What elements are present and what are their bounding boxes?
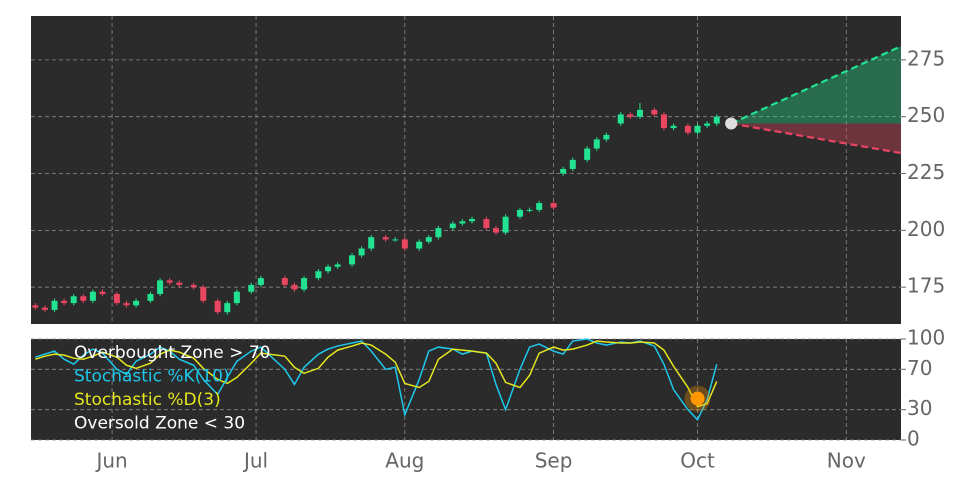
candle-body xyxy=(32,305,39,308)
candle-body xyxy=(80,296,87,301)
forecast-line xyxy=(730,45,902,125)
candle-body xyxy=(358,248,365,256)
candle-body xyxy=(560,168,567,174)
candle-body xyxy=(281,278,288,285)
candle-body xyxy=(401,239,408,249)
candle-body xyxy=(617,114,624,124)
candle-body xyxy=(51,300,58,310)
candle-body xyxy=(301,278,308,290)
x-tick-label: Aug xyxy=(385,449,424,473)
candle-body xyxy=(200,287,207,301)
candle-body xyxy=(166,280,173,283)
candle-body xyxy=(627,114,634,117)
candle-body xyxy=(224,303,231,313)
price-panel xyxy=(31,16,901,324)
candle-body xyxy=(651,109,658,115)
candle-body xyxy=(694,125,701,133)
y-tick-label: 100 xyxy=(907,326,945,350)
line xyxy=(35,340,718,408)
candle-body xyxy=(123,303,130,306)
candle-body xyxy=(593,139,600,149)
forecast-start xyxy=(725,117,738,130)
x-tick-label: Nov xyxy=(827,449,866,473)
candle-body xyxy=(89,291,96,301)
candle-body xyxy=(70,296,77,304)
candle-body xyxy=(636,109,643,117)
x-tick-label: Oct xyxy=(680,449,715,473)
candle-body xyxy=(61,300,68,304)
y-tick-label: 250 xyxy=(907,103,945,127)
candle-body xyxy=(526,209,533,211)
candle-body xyxy=(248,284,255,292)
forecast-line xyxy=(730,122,902,155)
y-tick-label: 225 xyxy=(907,160,945,184)
candle-body xyxy=(113,293,120,304)
candle-body xyxy=(492,228,499,233)
legend-entry: Stochastic %D(3) xyxy=(74,390,221,410)
candle-body xyxy=(435,228,442,238)
candle-body xyxy=(468,218,475,222)
y-tick-label: 70 xyxy=(907,356,932,380)
y-tick-label: 0 xyxy=(907,427,920,451)
candle-body xyxy=(416,241,423,249)
candle-body xyxy=(660,114,667,129)
candle-body xyxy=(147,293,154,301)
candle-body xyxy=(392,239,399,241)
candle-body xyxy=(425,237,432,242)
candle-body xyxy=(704,123,711,126)
candle-body xyxy=(536,203,543,210)
candle-body xyxy=(670,125,677,129)
candle-body xyxy=(99,291,106,294)
legend-entry: Stochastic %K(10) xyxy=(74,367,230,387)
candle-body xyxy=(157,280,164,294)
candle-body xyxy=(315,271,322,279)
candle-body xyxy=(176,282,183,285)
legend-entry: Overbought Zone > 70 xyxy=(74,343,270,363)
candle-body xyxy=(550,203,557,208)
candle-body xyxy=(41,307,48,310)
candle-body xyxy=(368,237,375,249)
candle-body xyxy=(569,159,576,169)
candle-body xyxy=(233,291,240,304)
candle-body xyxy=(516,209,523,217)
candle-body xyxy=(349,255,356,265)
candle-body xyxy=(684,125,691,133)
forecast-area xyxy=(731,123,901,154)
y-tick-label: 200 xyxy=(907,217,945,241)
candle-body xyxy=(603,134,610,140)
candle-body xyxy=(483,218,490,229)
candle-body xyxy=(325,266,332,272)
legend-entry: Oversold Zone < 30 xyxy=(74,414,245,434)
candle-body xyxy=(133,300,140,306)
y-tick-label: 175 xyxy=(907,274,945,298)
candle-body xyxy=(713,116,720,124)
x-tick-label: Sep xyxy=(535,449,573,473)
y-tick-label: 275 xyxy=(907,46,945,70)
candle-body xyxy=(257,278,264,285)
candle-body xyxy=(291,284,298,290)
candle-body xyxy=(502,216,509,233)
candle-body xyxy=(449,223,456,229)
y-tick-label: 30 xyxy=(907,396,932,420)
candle-body xyxy=(190,284,197,288)
candle-body xyxy=(584,148,591,160)
line xyxy=(35,338,718,422)
candle-body xyxy=(459,221,466,224)
signal-marker xyxy=(690,391,705,406)
candle-body xyxy=(382,237,389,240)
candle-body xyxy=(334,264,341,267)
x-tick-label: Jul xyxy=(242,449,268,473)
x-tick-label: Jun xyxy=(94,449,127,473)
candle-body xyxy=(214,300,221,313)
